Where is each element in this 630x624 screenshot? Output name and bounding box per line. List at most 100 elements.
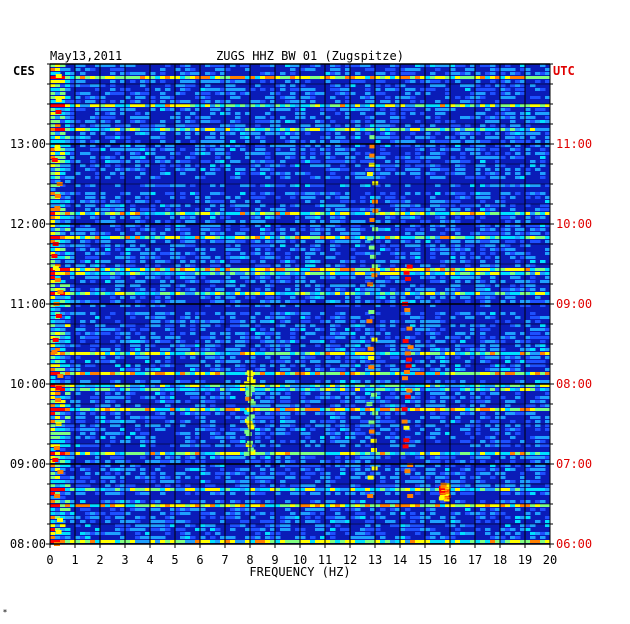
heatmap-cell — [505, 248, 511, 251]
heatmap-cell — [420, 208, 426, 211]
heatmap-cell — [180, 268, 186, 271]
heatmap-cell — [220, 360, 226, 363]
heatmap-cell — [220, 396, 226, 399]
heatmap-cell — [510, 124, 516, 127]
heatmap-cell — [270, 120, 276, 123]
heatmap-cell — [430, 156, 436, 159]
heatmap-cell — [465, 208, 471, 211]
heatmap-cell — [530, 264, 536, 267]
heatmap-cell — [175, 224, 181, 227]
heatmap-cell — [355, 164, 361, 167]
heatmap-cell — [415, 104, 421, 107]
heatmap-cell — [330, 384, 336, 387]
heatmap-cell — [160, 76, 166, 79]
heatmap-cell — [220, 72, 226, 75]
heatmap-cell — [450, 292, 456, 295]
heatmap-cell — [535, 140, 541, 143]
heatmap-cell — [80, 72, 86, 75]
heatmap-cell — [260, 244, 266, 247]
heatmap-cell — [85, 408, 91, 411]
heatmap-cell — [370, 252, 376, 255]
heatmap-cell — [180, 256, 186, 259]
heatmap-cell — [270, 396, 276, 399]
heatmap-cell — [535, 120, 541, 123]
heatmap-cell — [485, 244, 491, 247]
heatmap-cell — [85, 384, 91, 387]
heatmap-cell — [290, 76, 296, 79]
heatmap-cell — [150, 336, 156, 339]
heatmap-cell — [355, 152, 361, 155]
heatmap-cell — [480, 360, 486, 363]
heatmap-cell — [260, 148, 266, 151]
heatmap-cell — [120, 284, 126, 287]
heatmap-cell — [55, 324, 61, 327]
heatmap-cell — [220, 192, 226, 195]
heatmap-cell — [225, 100, 231, 103]
heatmap-cell — [210, 148, 216, 151]
heatmap-cell — [375, 372, 381, 375]
heatmap-cell — [505, 80, 511, 83]
heatmap-cell — [335, 284, 341, 287]
heatmap-cell — [405, 320, 411, 323]
heatmap-cell — [420, 220, 426, 223]
heatmap-cell — [150, 100, 156, 103]
heatmap-cell — [390, 204, 396, 207]
heatmap-cell — [185, 160, 191, 163]
heatmap-cell — [140, 384, 146, 387]
heatmap-cell — [525, 220, 531, 223]
heatmap-cell — [70, 152, 76, 155]
heatmap-cell — [260, 72, 266, 75]
heatmap-cell — [95, 336, 101, 339]
heatmap-cell — [310, 220, 316, 223]
heatmap-cell — [85, 168, 91, 171]
heatmap-cell — [270, 388, 276, 391]
heatmap-cell — [455, 288, 461, 291]
heatmap-cell — [165, 236, 171, 239]
heatmap-cell — [195, 92, 201, 95]
heatmap-cell — [410, 160, 416, 163]
heatmap-cell — [295, 100, 301, 103]
heatmap-cell — [185, 372, 191, 375]
heatmap-cell — [180, 92, 186, 95]
heatmap-cell — [60, 148, 66, 151]
heatmap-cell — [285, 360, 291, 363]
heatmap-cell — [450, 120, 456, 123]
heatmap-cell — [525, 232, 531, 235]
heatmap-cell — [125, 212, 131, 215]
heatmap-cell — [300, 96, 306, 99]
heatmap-cell — [240, 228, 246, 231]
heatmap-cell — [445, 64, 451, 67]
heatmap-cell — [395, 388, 401, 391]
heatmap-cell — [125, 64, 131, 67]
heatmap-cell — [165, 356, 171, 359]
heatmap-cell — [225, 132, 231, 135]
heatmap-cell — [145, 368, 151, 371]
heatmap-cell — [195, 176, 201, 179]
heatmap-cell — [320, 392, 326, 395]
heatmap-cell — [75, 228, 81, 231]
heatmap-cell — [60, 196, 66, 199]
heatmap-cell — [260, 120, 266, 123]
heatmap-cell — [410, 112, 416, 115]
heatmap-cell — [90, 264, 96, 267]
heatmap-cell — [130, 128, 136, 131]
heatmap-cell — [365, 364, 371, 367]
heatmap-cell — [65, 144, 71, 147]
heatmap-cell — [420, 80, 426, 83]
heatmap-cell — [370, 408, 376, 411]
heatmap-cell — [60, 64, 66, 67]
heatmap-cell — [475, 288, 481, 291]
heatmap-cell — [80, 260, 86, 263]
heatmap-cell — [155, 384, 161, 387]
heatmap-cell — [460, 268, 466, 271]
heatmap-cell — [475, 296, 481, 299]
heatmap-cell — [210, 144, 216, 147]
heatmap-cell — [385, 216, 391, 219]
heatmap-cell — [270, 256, 276, 259]
heatmap-cell — [460, 372, 466, 375]
heatmap-cell — [320, 372, 326, 375]
heatmap-cell — [525, 256, 531, 259]
heatmap-cell — [350, 240, 356, 243]
heatmap-cell — [365, 116, 371, 119]
heatmap-cell — [250, 88, 256, 91]
